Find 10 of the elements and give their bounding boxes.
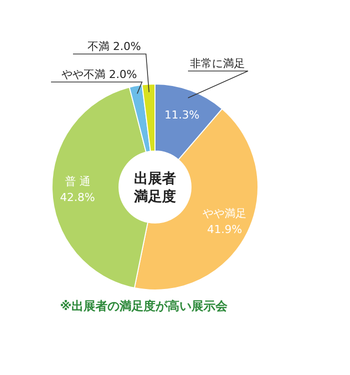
slice-label: やや満足	[202, 207, 247, 220]
slice-label: 不満 2.0%	[88, 40, 141, 53]
slice-label: やや不満 2.0%	[62, 68, 137, 81]
data-label: 11.3%	[164, 108, 200, 122]
data-label: 42.8%	[60, 190, 95, 204]
text: 出展者満足度	[133, 171, 176, 205]
slice-label: 普 通	[64, 174, 90, 188]
text: ※出展者の満足度が高い展示会	[60, 299, 229, 313]
slice-label: 非常に満足	[190, 57, 245, 70]
data-label: 41.9%	[207, 223, 242, 236]
